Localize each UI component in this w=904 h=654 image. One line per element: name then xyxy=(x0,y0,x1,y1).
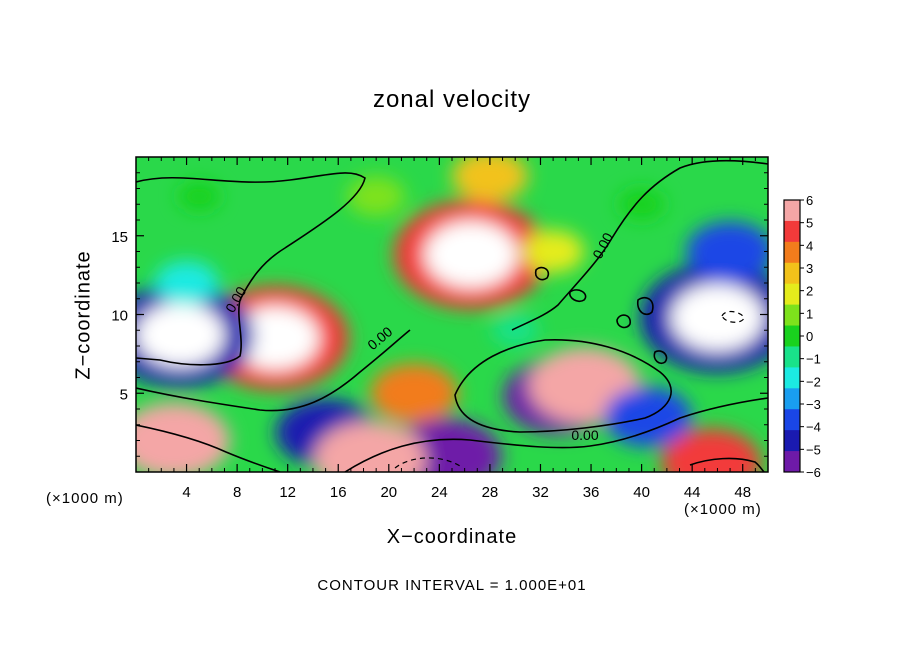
x-tick-label: 36 xyxy=(583,484,600,501)
x-unit-left: (×1000 m) xyxy=(46,490,124,507)
field-blob-10 xyxy=(136,402,230,472)
contour-interval-note: CONTOUR INTERVAL = 1.000E+01 xyxy=(317,577,587,594)
colorbar-label: −6 xyxy=(806,465,821,480)
x-tick-label: 12 xyxy=(279,484,296,501)
y-tick-label: 5 xyxy=(120,386,128,403)
colorbar-swatch xyxy=(784,241,800,264)
colorbar-label: 4 xyxy=(806,238,813,253)
colorbar-label: −1 xyxy=(806,352,821,367)
field-blob-11 xyxy=(313,421,426,472)
contour-loop-2 xyxy=(636,296,654,316)
field-core-3 xyxy=(670,284,764,352)
colorbar-swatch xyxy=(784,388,800,410)
x-tick-label: 28 xyxy=(482,484,499,501)
x-tick-label: 4 xyxy=(182,484,190,501)
field-blobs xyxy=(136,157,768,472)
contour-line-upper xyxy=(136,172,366,366)
contour-loop-3 xyxy=(534,266,550,281)
x-tick-label: 40 xyxy=(633,484,650,501)
x-ticks: 4 8 12 16 20 24 28 32 36 40 44 48 xyxy=(148,157,756,501)
contour-loop-6 xyxy=(689,457,765,472)
chart-title: zonal velocity xyxy=(372,86,532,113)
colorbar-swatch xyxy=(784,367,800,389)
field-blob-14 xyxy=(178,181,221,212)
field-blob-5 xyxy=(370,363,459,424)
x-axis-label: X−coordinate xyxy=(386,526,518,548)
colorbar-swatch xyxy=(784,283,800,306)
colorbar-label: −2 xyxy=(806,374,821,389)
colorbar-label: 5 xyxy=(806,216,813,231)
field-blob-18 xyxy=(154,261,219,305)
colorbar-swatch xyxy=(784,409,800,431)
colorbar-label: 0 xyxy=(806,329,813,344)
colorbar-label: −3 xyxy=(806,397,821,412)
colorbar-label: −4 xyxy=(806,420,821,435)
x-tick-label: 24 xyxy=(431,484,448,501)
field-blob-13 xyxy=(686,221,768,282)
contour-line-right xyxy=(511,159,768,331)
colorbar-label: 2 xyxy=(806,284,813,299)
field-blob-17 xyxy=(522,230,584,273)
colorbar-swatch xyxy=(784,346,800,368)
colorbar-swatch xyxy=(784,325,800,347)
colorbar-swatch xyxy=(784,200,800,222)
contour-loop-4 xyxy=(568,289,587,303)
y-tick-label: 15 xyxy=(111,229,128,246)
field-core-0 xyxy=(424,221,518,289)
field-blob-15 xyxy=(618,188,665,221)
field-core-1 xyxy=(230,306,320,371)
colorbar-swatch xyxy=(784,430,800,452)
x-tick-label: 44 xyxy=(684,484,701,501)
colorbar-label: 1 xyxy=(806,306,813,321)
colorbar: 6 5 4 3 2 1 0 −1 −2 −3 −4 −5 −6 xyxy=(783,193,821,480)
field-blob-16 xyxy=(347,176,406,217)
colorbar-swatch xyxy=(784,220,800,243)
colorbar-swatch xyxy=(784,451,800,473)
x-unit-right: (×1000 m) xyxy=(684,501,762,518)
field-core-2 xyxy=(136,302,225,367)
contour-line-middle xyxy=(136,329,411,412)
field-blob-20 xyxy=(492,314,539,347)
colorbar-label: −5 xyxy=(806,442,821,457)
x-tick-label: 20 xyxy=(380,484,397,501)
x-tick-label: 48 xyxy=(734,484,751,501)
contour-loop-1 xyxy=(616,314,631,329)
colorbar-swatch xyxy=(784,304,800,327)
colorbar-label: 3 xyxy=(806,261,813,276)
x-tick-label: 16 xyxy=(330,484,347,501)
colorbar-swatch xyxy=(784,262,800,285)
field-blob-4 xyxy=(451,157,528,202)
contour-line-bottom-center xyxy=(344,397,768,472)
colorbar-label: 6 xyxy=(806,193,813,208)
contour-line-eddy xyxy=(454,338,672,433)
contour-label-3: 0.00 xyxy=(571,427,598,443)
contour-line-lower xyxy=(136,424,281,472)
heatmap-field: 0.000.000.000.00 xyxy=(136,157,768,472)
contour-loop-5 xyxy=(653,350,668,365)
field-blob-12 xyxy=(661,428,762,472)
x-tick-label: 8 xyxy=(233,484,241,501)
contour-lines xyxy=(136,159,768,472)
y-ticks: 5 10 15 xyxy=(111,172,768,457)
y-tick-label: 10 xyxy=(111,308,128,325)
x-tick-label: 32 xyxy=(532,484,549,501)
